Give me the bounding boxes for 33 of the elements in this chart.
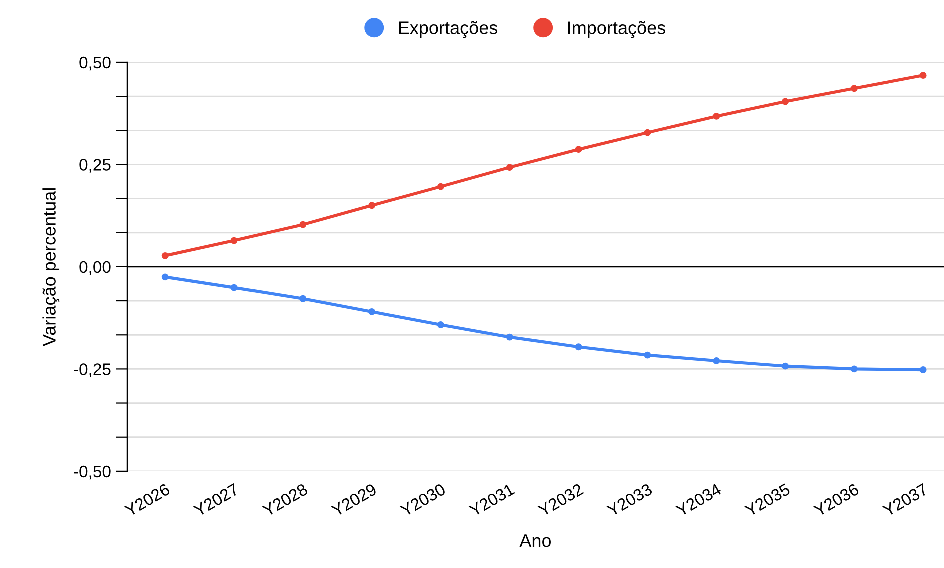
point — [162, 252, 169, 260]
point — [782, 362, 789, 370]
point — [644, 352, 652, 359]
x-axis-title: Ano — [520, 534, 552, 548]
point — [713, 358, 720, 364]
y-axis-title: Variação percentual — [42, 188, 60, 347]
point — [438, 183, 444, 190]
y-tick-label: 0,50 — [80, 56, 111, 71]
point — [713, 112, 720, 120]
legend-label: Importações — [568, 21, 666, 38]
point — [368, 202, 376, 210]
point — [644, 129, 652, 136]
point — [300, 221, 307, 228]
legend-label: Exportações — [399, 21, 498, 38]
point — [850, 85, 858, 92]
point — [850, 366, 858, 373]
point — [438, 322, 444, 329]
point — [506, 164, 514, 172]
y-tick-label: -0,25 — [74, 364, 111, 378]
point — [920, 72, 927, 80]
y-tick-label: 0,00 — [80, 261, 111, 276]
y-tick-label: -0,50 — [74, 466, 111, 480]
point — [575, 146, 582, 154]
point — [300, 295, 307, 302]
point — [506, 334, 514, 341]
y-tick-label: 0,25 — [80, 159, 111, 173]
point — [575, 344, 582, 351]
point — [162, 274, 169, 281]
point — [368, 308, 376, 316]
point — [920, 366, 927, 374]
point — [782, 98, 789, 106]
point — [230, 237, 238, 244]
point — [230, 284, 238, 292]
